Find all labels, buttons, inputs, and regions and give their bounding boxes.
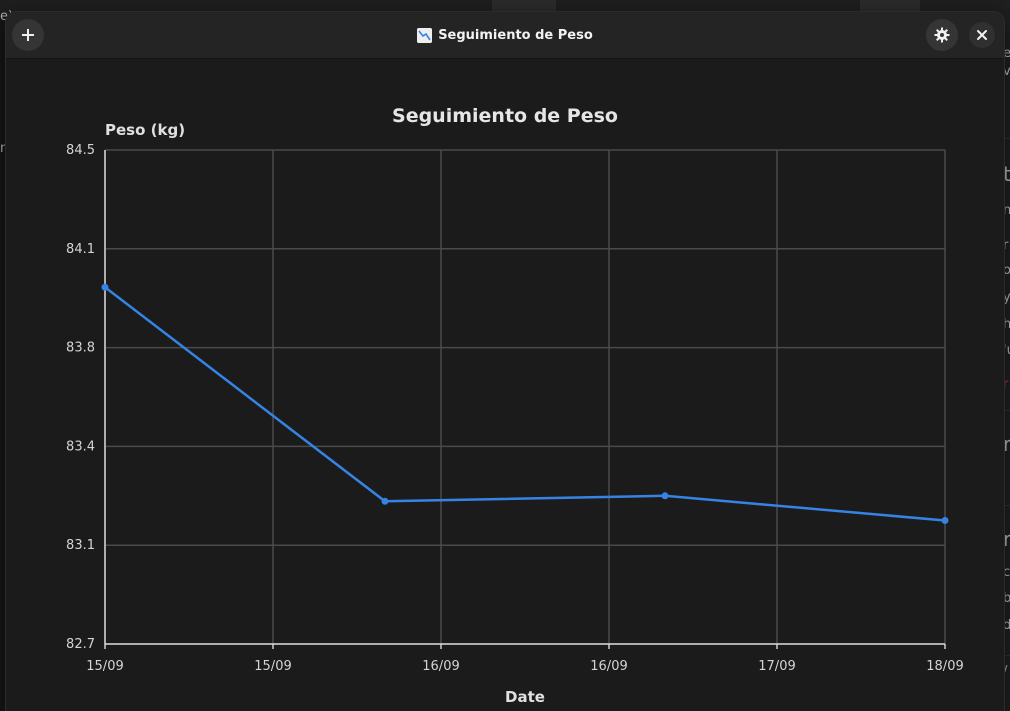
- background-text-fragment: r: [1003, 527, 1010, 551]
- data-point: [941, 517, 949, 524]
- background-text-fragment: /: [1003, 664, 1008, 679]
- background-text-fragment: r: [1003, 238, 1009, 253]
- background-text-fragment: b: [1003, 591, 1010, 606]
- close-icon: [977, 30, 987, 40]
- y-axis-ticks: 82.7 83.1 83.4 83.8 84.1 84.5: [66, 143, 95, 652]
- x-tick-label: 17/09: [758, 659, 795, 674]
- x-tick-label: 18/09: [926, 659, 963, 674]
- y-tick-label: 83.4: [66, 439, 95, 454]
- background-divider: [1003, 655, 1010, 656]
- y-tick-label: 83.1: [66, 538, 95, 553]
- background-text-fragment: r: [1003, 377, 1009, 392]
- window-title-area: Seguimiento de Peso: [6, 12, 1004, 58]
- background-text-fragment: v: [1003, 64, 1010, 79]
- close-button[interactable]: [969, 22, 995, 48]
- data-point: [381, 497, 389, 505]
- data-point: [661, 492, 669, 500]
- series-line: [104, 286, 946, 522]
- chart-series: [101, 283, 949, 524]
- background-text-fragment: e: [1003, 46, 1010, 61]
- x-axis-title: Date: [505, 688, 545, 706]
- y-tick-label: 84.5: [66, 143, 95, 158]
- background-text-fragment: o: [1003, 263, 1010, 278]
- background-app-tab: [860, 0, 920, 14]
- chart-decreasing-icon: [417, 27, 433, 43]
- y-axis-title: Peso (kg): [105, 121, 185, 139]
- background-text-fragment: d: [1003, 618, 1010, 633]
- background-divider: [1003, 410, 1010, 411]
- background-divider: [1003, 505, 1010, 506]
- data-point: [101, 283, 109, 291]
- background-text-fragment: 'u: [1003, 343, 1010, 358]
- background-app-tab: [492, 0, 556, 14]
- background-app-panel: e v t n r o y h 'u r r r c b d /: [1003, 0, 1010, 711]
- y-tick-label: 82.7: [66, 637, 95, 652]
- chart-window: Seguimiento de Peso: [6, 12, 1004, 711]
- window-title: Seguimiento de Peso: [438, 27, 593, 43]
- chart-title: Seguimiento de Peso: [392, 105, 618, 127]
- x-tick-label: 15/09: [86, 659, 123, 674]
- x-tick-label: 16/09: [422, 659, 459, 674]
- plus-icon: [22, 29, 34, 41]
- y-tick-label: 83.8: [66, 341, 95, 356]
- gear-icon: [934, 27, 950, 43]
- background-text-fragment: c: [1003, 565, 1010, 580]
- background-text-fragment: y: [1003, 290, 1010, 305]
- x-axis-ticks: 15/09 15/09 16/09 16/09 17/09 18/09: [86, 659, 963, 674]
- chart-axes: [104, 150, 946, 649]
- chart-grid: [104, 149, 946, 645]
- background-divider: [1003, 138, 1010, 139]
- background-text-fragment: n: [1003, 203, 1010, 218]
- weight-chart: Seguimiento de Peso Peso (kg) Date 82.78…: [66, 105, 964, 706]
- background-text-fragment: t: [1003, 162, 1010, 186]
- title-bar[interactable]: Seguimiento de Peso: [6, 12, 1004, 59]
- add-button[interactable]: [12, 19, 44, 51]
- y-tick-label: 84.1: [66, 242, 95, 257]
- background-text-fragment: r: [1003, 432, 1010, 456]
- settings-button[interactable]: [926, 19, 958, 51]
- background-text-fragment: h: [1003, 317, 1010, 332]
- x-tick-label: 15/09: [254, 659, 291, 674]
- x-tick-label: 16/09: [590, 659, 627, 674]
